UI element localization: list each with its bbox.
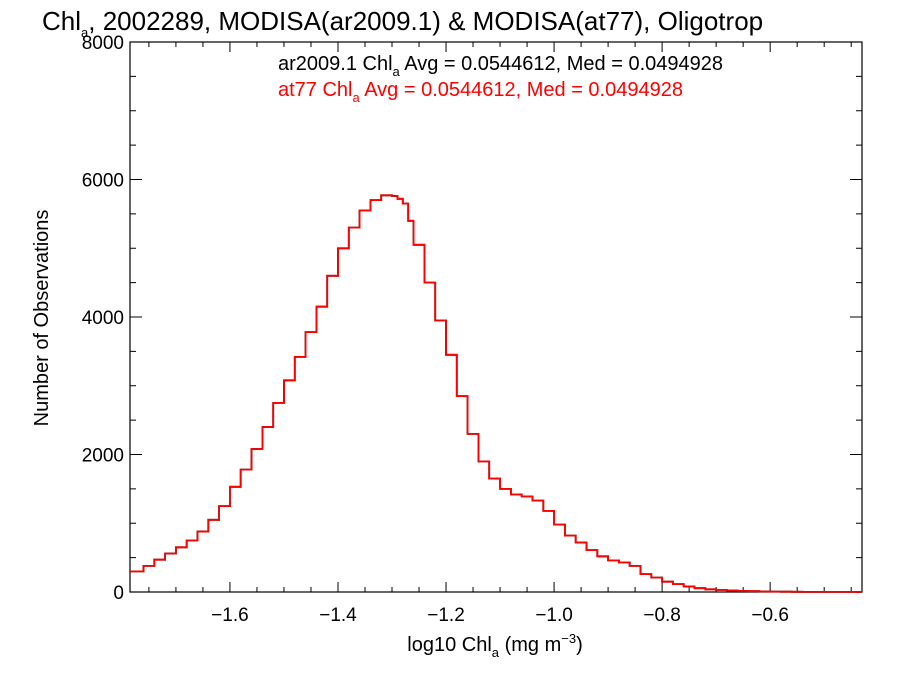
y-tick-label: 6000	[82, 171, 124, 192]
y-tick-label: 0	[113, 583, 124, 604]
plot-frame	[129, 41, 863, 593]
series-line-at77	[130, 194, 862, 593]
series-line-ar2009-1	[130, 194, 862, 593]
x-tick-label: −1.4	[319, 605, 357, 626]
stat-line-at77: at77 Chla Avg = 0.0544612, Med = 0.04949…	[278, 79, 683, 105]
x-tick-label: −1.0	[535, 605, 573, 626]
y-tick-label: 8000	[82, 33, 124, 54]
stat-line-ar2009: ar2009.1 Chla Avg = 0.0544612, Med = 0.0…	[278, 53, 723, 79]
x-tick-label: −0.8	[643, 605, 681, 626]
chart-title: Chla, 2002289, MODISA(ar2009.1) & MODISA…	[42, 6, 763, 40]
x-tick-label: −1.6	[211, 605, 249, 626]
x-axis-label: log10 Chla (mg m−3)	[407, 631, 582, 660]
x-tick-label: −0.6	[751, 605, 789, 626]
x-tick-label: −1.2	[427, 605, 465, 626]
plot-area: −1.6 −1.4 −1.2 −1.0 −0.8 −0.6 0 2000 4000 6000 800…	[82, 33, 863, 626]
y-tick-label: 4000	[82, 308, 124, 329]
y-axis-label: Number of Observations	[31, 210, 53, 427]
y-tick-label: 2000	[82, 446, 124, 467]
